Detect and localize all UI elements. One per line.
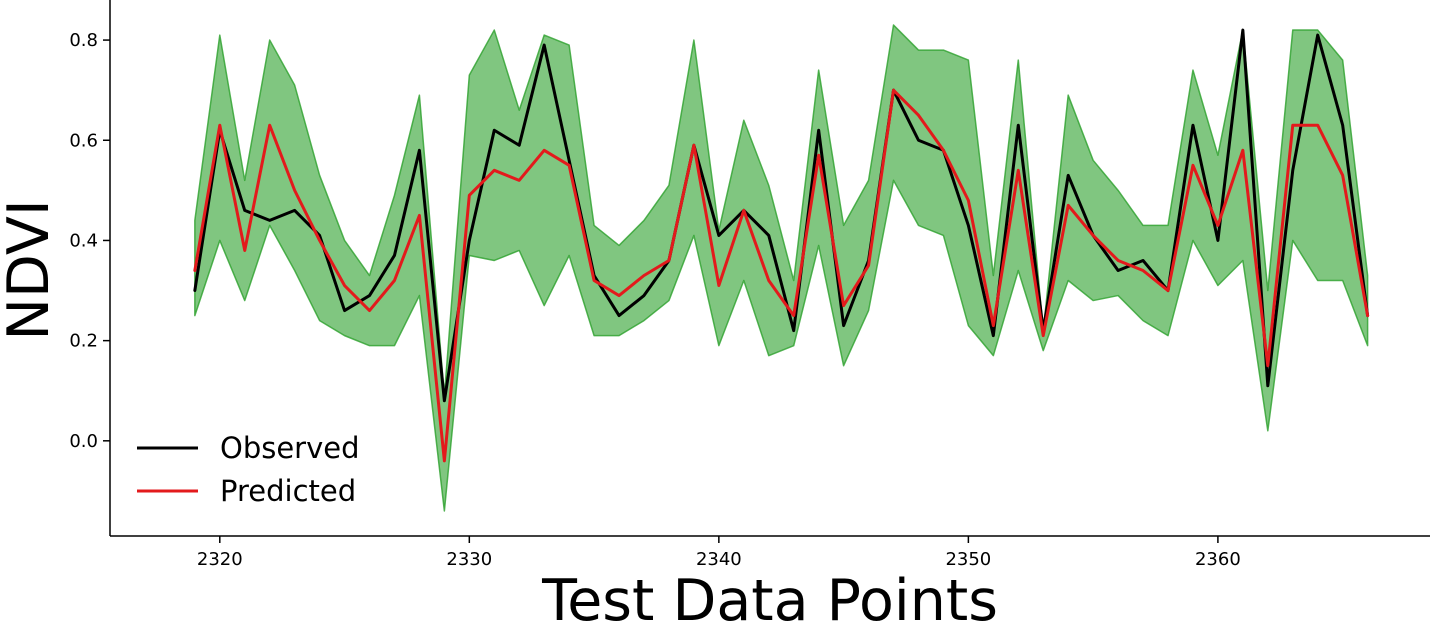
y-ticks: 0.0 0.2 0.4 0.6 0.8 bbox=[69, 30, 110, 452]
y-tick-label: 0.0 bbox=[69, 431, 98, 452]
y-tick-label: 0.6 bbox=[69, 130, 98, 151]
x-tick-label: 2340 bbox=[696, 549, 742, 570]
x-tick-label: 2320 bbox=[197, 549, 243, 570]
y-tick-label: 0.4 bbox=[69, 230, 98, 251]
legend-label-observed: Observed bbox=[220, 431, 360, 465]
y-tick-label: 0.2 bbox=[69, 331, 98, 352]
y-axis-title: NDVI bbox=[0, 199, 62, 340]
confidence-band-layer bbox=[194, 24, 1369, 512]
x-axis-title: Test Data Points bbox=[541, 568, 998, 633]
x-tick-label: 2330 bbox=[446, 549, 492, 570]
legend: Observed Predicted bbox=[137, 431, 360, 508]
legend-label-predicted: Predicted bbox=[220, 474, 356, 508]
x-tick-label: 2350 bbox=[945, 549, 991, 570]
series-layer bbox=[193, 28, 1370, 463]
series-line-predicted bbox=[193, 88, 1370, 463]
confidence-band bbox=[194, 24, 1369, 512]
x-ticks: 2320 2330 2340 2350 2360 bbox=[197, 536, 1241, 570]
y-tick-label: 0.8 bbox=[69, 30, 98, 51]
x-tick-label: 2360 bbox=[1195, 549, 1241, 570]
